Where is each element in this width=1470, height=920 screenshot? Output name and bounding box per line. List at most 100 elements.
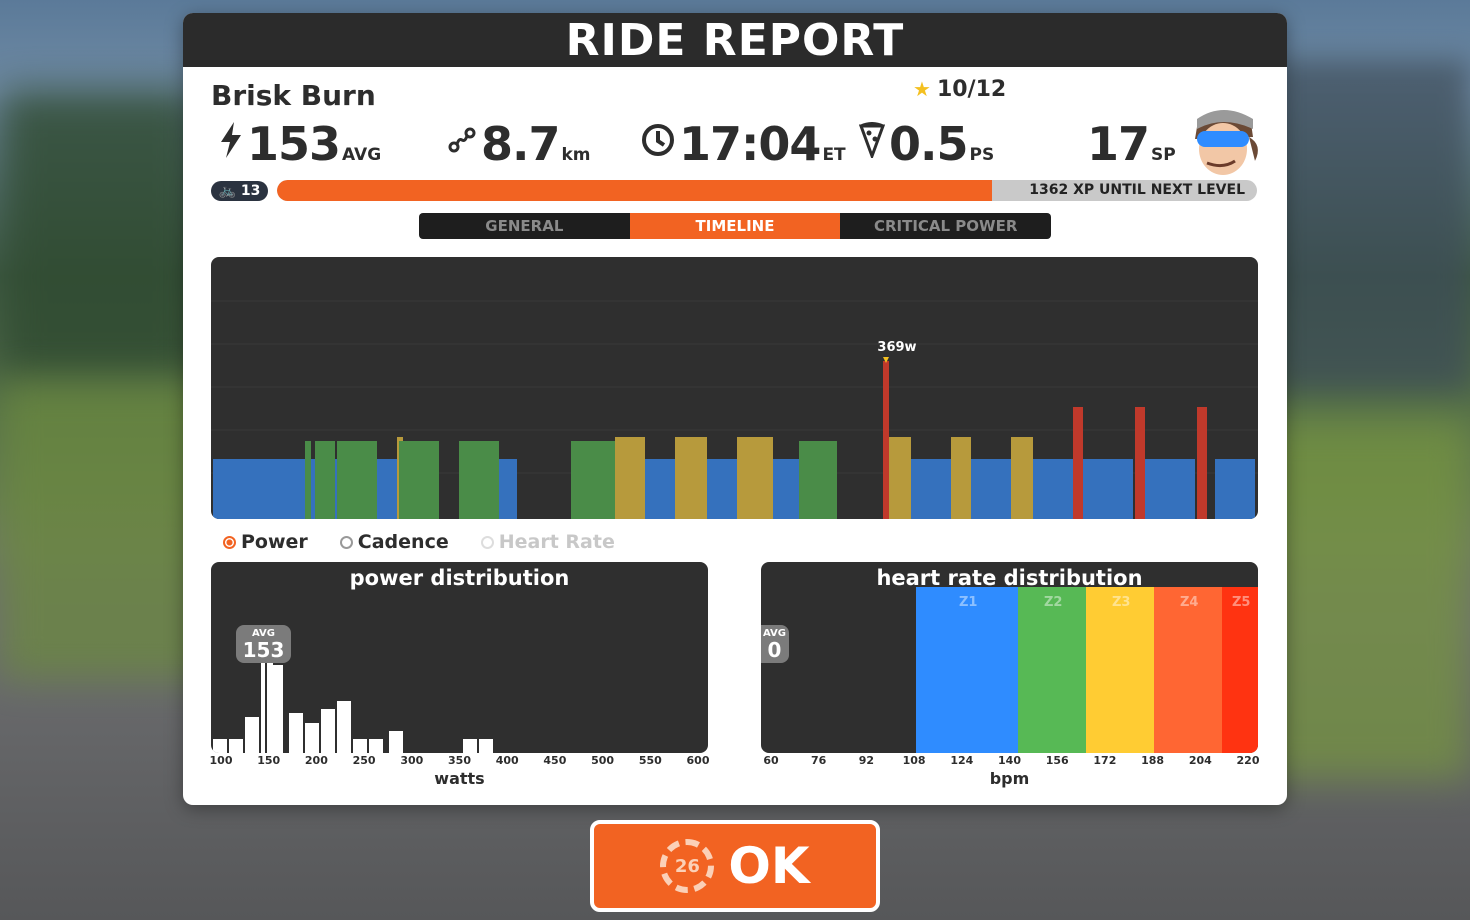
ok-button-label: OK (728, 837, 810, 895)
radio-icon (223, 535, 236, 549)
heart-rate-axis-label: bpm (989, 769, 1030, 788)
toggle-cadence[interactable]: Cadence (339, 531, 449, 553)
timeline-bar (645, 459, 675, 519)
timeline-bar (1033, 459, 1073, 519)
toggle-power[interactable]: Power (223, 531, 308, 553)
x-tick-label: 600 (686, 754, 710, 767)
toggle-power-label: Power (241, 531, 308, 553)
ride-report-panel: RIDE REPORT Brisk Burn ★ 10/12 153 AVG 8.… (183, 13, 1287, 805)
heart-rate-distribution-svg: Z1 Z2 Z3 Z4 Z5 (916, 587, 1258, 753)
power-distribution-bar (463, 739, 477, 753)
x-tick-label: 60 (763, 754, 779, 767)
stat-sport-points: 17 SP (1087, 117, 1176, 171)
power-distribution-chart: power distribution AVG 153 (211, 562, 708, 753)
x-tick-label: 156 (1045, 754, 1069, 767)
pizza-value: 0.5 (889, 117, 968, 171)
power-distribution-bar (261, 633, 265, 753)
timeline-bar (773, 459, 799, 519)
peak-marker-icon (883, 357, 889, 363)
heart-rate-zone (1222, 587, 1258, 753)
x-tick-label: 188 (1141, 754, 1165, 767)
timeline-bar (1011, 437, 1033, 519)
power-x-ticks: 100 150 200 250 300 350 400 450 500 550 600 (209, 754, 710, 768)
stat-time: 17:04 ET (641, 117, 846, 171)
toggle-cadence-label: Cadence (357, 531, 449, 553)
background-building (1270, 60, 1470, 390)
level-value: 13 (240, 183, 261, 199)
power-distribution-bar (389, 731, 403, 753)
timeline-bar (1073, 407, 1083, 519)
power-axis-label: watts (434, 769, 485, 788)
cyclist-icon: 🚲 (218, 183, 237, 199)
toggle-heart-rate[interactable]: Heart Rate (480, 531, 615, 553)
power-distribution-bar (273, 665, 283, 753)
power-unit: AVG (342, 145, 382, 165)
timeline-bar (1215, 459, 1255, 519)
x-tick-label: 92 (858, 754, 875, 767)
timeline-bar (1135, 407, 1145, 519)
heart-rate-avg-label: AVG (762, 628, 786, 639)
level-badge: 🚲 13 (211, 181, 268, 201)
x-tick-label: 550 (638, 754, 662, 767)
heart-rate-zone (1018, 587, 1086, 753)
pizza-icon (858, 121, 886, 167)
power-avg-badge: AVG 153 (236, 625, 291, 663)
ok-button[interactable]: 26 OK (590, 820, 880, 912)
x-tick-label: 220 (1236, 754, 1260, 767)
power-distribution-bar (337, 701, 351, 753)
heart-rate-distribution-chart: Z1 Z2 Z3 Z4 Z5 heart rate distribution AVG 0 (761, 562, 1258, 753)
power-distribution-svg (213, 633, 493, 753)
pizza-unit: PS (969, 145, 995, 165)
heart-rate-zone (1086, 587, 1154, 753)
x-tick-label: 200 (304, 754, 328, 767)
heart-rate-zone-label: Z2 (1044, 595, 1062, 610)
metric-toggles: Power Cadence Heart Rate (223, 531, 615, 553)
heart-rate-zone-label: Z5 (1232, 595, 1250, 610)
tab-critical-power[interactable]: CRITICAL POWER (873, 217, 1018, 235)
avatar (1183, 97, 1263, 177)
heart-rate-zone-label: Z4 (1180, 595, 1198, 610)
background-trees (0, 90, 200, 380)
timeline-bar (1083, 459, 1133, 519)
distance-value: 8.7 (481, 117, 560, 171)
timeline-bar (315, 441, 335, 519)
x-tick-label: 204 (1188, 754, 1212, 767)
timeline-bar (615, 437, 645, 519)
heart-rate-distribution-title: heart rate distribution (876, 566, 1143, 590)
power-distribution-bar (305, 723, 319, 753)
stat-pizza: 0.5 PS (858, 117, 995, 171)
time-value: 17:04 (679, 117, 821, 171)
stat-distance: 8.7 km (447, 117, 591, 171)
star-icon: ★ (913, 77, 931, 101)
xp-progress-fill (277, 180, 993, 201)
timeline-svg: 369w (211, 300, 1258, 519)
x-tick-label: 140 (998, 754, 1021, 767)
timeline-bar (399, 441, 439, 519)
power-avg-label: AVG (251, 628, 275, 639)
sport-points-value: 17 (1087, 117, 1150, 171)
workout-name: Brisk Burn (211, 79, 376, 112)
sport-points-unit: SP (1151, 145, 1176, 165)
x-tick-label: 100 (209, 754, 233, 767)
radio-icon (339, 535, 353, 549)
power-avg-value: 153 (242, 638, 285, 662)
timeline-bar (911, 459, 951, 519)
timeline-bar (571, 441, 615, 519)
x-tick-label: 172 (1093, 754, 1117, 767)
x-tick-label: 124 (950, 754, 974, 767)
power-distribution-bar (353, 739, 367, 753)
power-distribution-bar (369, 739, 383, 753)
report-tabs: GENERAL TIMELINE CRITICAL POWER (419, 213, 1051, 239)
page-title: RIDE REPORT (183, 13, 1287, 67)
heart-rate-zone-label: Z3 (1112, 595, 1130, 610)
timeline-chart: 369w (211, 257, 1258, 519)
toggle-heart-rate-label: Heart Rate (498, 531, 615, 553)
power-distribution-bar (479, 739, 493, 753)
timeline-bar (459, 441, 499, 519)
tab-general[interactable]: GENERAL (485, 217, 564, 235)
heart-rate-zone (916, 587, 1018, 753)
timeline-bar (675, 437, 707, 519)
power-distribution-bar (289, 713, 303, 753)
x-tick-label: 76 (811, 754, 827, 767)
tab-timeline[interactable]: TIMELINE (629, 213, 841, 239)
